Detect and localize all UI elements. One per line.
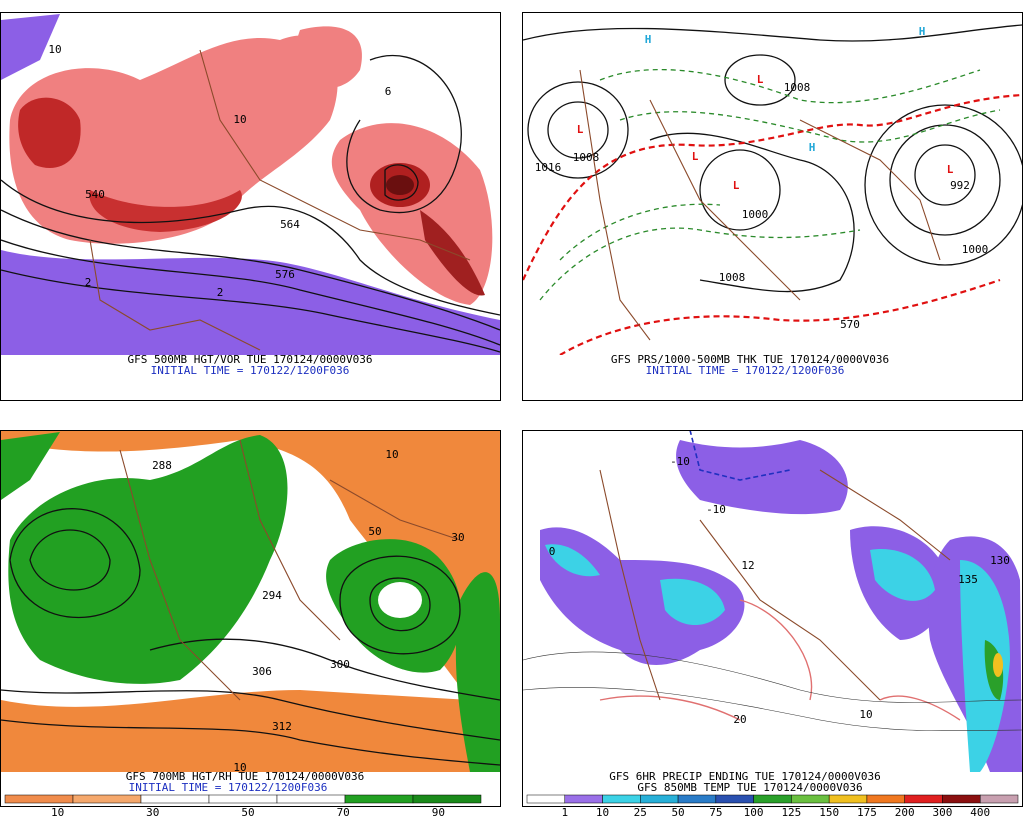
colorbar-label: 125 (781, 806, 801, 819)
map-label: 992 (950, 179, 970, 192)
colorbar-cell (640, 794, 679, 804)
colorbar-label: 400 (970, 806, 990, 819)
colorbar-cell (904, 794, 943, 804)
map-label: 306 (252, 665, 272, 678)
colorbar-cell (866, 794, 905, 804)
colorbar-label: 150 (819, 806, 839, 819)
map-label: 0 (549, 545, 556, 558)
caption: GFS 500MB HGT/VOR TUE 170124/0000V036 (127, 353, 372, 366)
colorbar-cell (140, 794, 210, 804)
map-label: 6 (385, 85, 392, 98)
map-label: L (577, 123, 584, 136)
map-label: 570 (840, 318, 860, 331)
colorbar-label: 50 (671, 806, 684, 819)
map-label: H (645, 33, 652, 46)
map-label: 10 (48, 43, 61, 56)
map-label: 130 (990, 554, 1010, 567)
colorbar-cell (828, 794, 868, 804)
map-label: L (947, 163, 954, 176)
colorbar-label: 75 (709, 806, 722, 819)
colorbar-label: 100 (744, 806, 764, 819)
initial-time: INITIAL TIME = 170122/1200F036 (151, 364, 350, 377)
initial-time: INITIAL TIME = 170122/1200F036 (129, 781, 328, 794)
map-label: 576 (275, 268, 295, 281)
map-label: 30 (451, 531, 464, 544)
map-label: 288 (152, 459, 172, 472)
colorbar-cell (344, 794, 414, 804)
colorbar-cell (753, 794, 792, 804)
map-label: 2 (85, 276, 92, 289)
map-label: 540 (85, 188, 105, 201)
colorbar-cell (208, 794, 278, 804)
map-label: 10 (385, 448, 398, 461)
map-label: H (919, 25, 926, 38)
colorbar-cell (526, 794, 566, 804)
colorbar-cell (677, 794, 717, 804)
map-label: 2 (217, 286, 224, 299)
map-label: 564 (280, 218, 300, 231)
colorbar-label: 30 (146, 806, 159, 819)
colorbar-cell (942, 794, 981, 804)
colorbar-label: 10 (51, 806, 64, 819)
colorbar-label: 200 (895, 806, 915, 819)
map-label: 294 (262, 589, 282, 602)
map-pressure (523, 13, 1022, 355)
map-label: 312 (272, 720, 292, 733)
map-label: 135 (958, 573, 978, 586)
colorbar-label: 90 (432, 806, 445, 819)
map-label: H (809, 141, 816, 154)
colorbar-label: 10 (596, 806, 609, 819)
map-label: 10 (233, 113, 246, 126)
colorbar-cell (276, 794, 346, 804)
map-label: 10 (859, 708, 872, 721)
map-label: L (733, 179, 740, 192)
initial-time: INITIAL TIME = 170122/1200F036 (646, 364, 845, 377)
colorbar-label: 175 (857, 806, 877, 819)
colorbar-label: 300 (933, 806, 953, 819)
map-label: -10 (706, 503, 726, 516)
captions: GFS 500MB HGT/VOR TUE 170124/0000V036 IN… (126, 353, 889, 794)
colorbar-cell (791, 794, 830, 804)
map-label: 1008 (719, 271, 746, 284)
caption: GFS 700MB HGT/RH TUE 170124/0000V036 (126, 770, 364, 783)
colorbar-cell (412, 794, 482, 804)
colorbar-label: 1 (561, 806, 568, 819)
colorbar-cell (4, 794, 74, 804)
map-label: 20 (733, 713, 746, 726)
colorbar-label: 70 (337, 806, 350, 819)
labels: 5765645406102210HHHLLLLL1008100899210001… (4, 25, 1019, 819)
map-label: 10 (233, 761, 246, 774)
colorbar-cell (72, 794, 142, 804)
map-label: 1000 (962, 243, 989, 256)
caption: GFS 6HR PRECIP ENDING TUE 170124/0000V03… (609, 770, 881, 783)
map-label: 1000 (742, 208, 769, 221)
caption: GFS 850MB TEMP TUE 170124/0000V036 (637, 781, 862, 794)
map-label: 50 (368, 525, 381, 538)
colorbar-cell (979, 794, 1019, 804)
map-label: 300 (330, 658, 350, 671)
map-label: 1016 (535, 161, 562, 174)
map-label: 12 (741, 559, 754, 572)
map-700mb (1, 431, 500, 772)
map-label: -10 (670, 455, 690, 468)
colorbar-cell (715, 794, 754, 804)
colorbar-label: 25 (634, 806, 647, 819)
colorbar-cell (564, 794, 603, 804)
colorbar-label: 50 (241, 806, 254, 819)
caption: GFS PRS/1000-500MB THK TUE 170124/0000V0… (611, 353, 889, 366)
map-label: 1008 (784, 81, 811, 94)
map-precip (523, 431, 1022, 772)
map-label: L (692, 150, 699, 163)
colorbar-cell (602, 794, 641, 804)
map-label: 1008 (573, 151, 600, 164)
map-500mb (1, 13, 500, 355)
map-label: L (757, 73, 764, 86)
